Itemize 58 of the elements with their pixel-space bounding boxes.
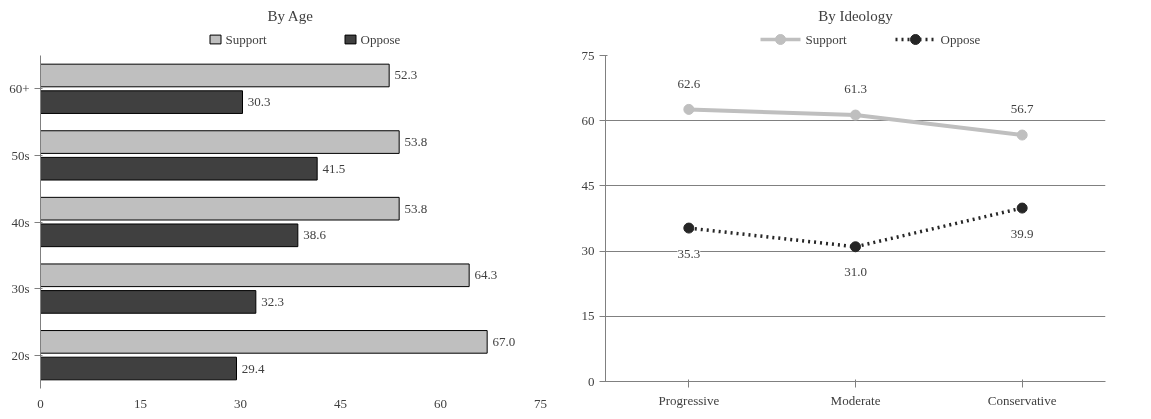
- x-tick-label: Progressive: [658, 392, 720, 408]
- data-label: 38.6: [303, 227, 327, 243]
- legend-label: Oppose: [940, 32, 981, 47]
- data-label: 67.0: [492, 333, 516, 349]
- bar: [40, 196, 400, 221]
- point: [1016, 129, 1028, 141]
- y-tick-label: 60: [581, 112, 595, 128]
- bar: [40, 263, 470, 288]
- legend-label: Support: [225, 32, 268, 47]
- data-label: 35.3: [677, 245, 701, 261]
- bar: [40, 90, 243, 114]
- legend-label: Support: [805, 32, 848, 47]
- y-tick-label: 50s: [11, 147, 30, 163]
- point: [683, 103, 695, 115]
- data-label: 32.3: [261, 293, 284, 309]
- y-tick-label: 30s: [11, 281, 30, 297]
- x-tick-label: 30: [234, 395, 247, 411]
- point: [1016, 202, 1028, 214]
- x-tick-label: Conservative: [987, 392, 1057, 408]
- y-tick-label: 0: [588, 373, 595, 389]
- x-tick-label: 45: [334, 395, 347, 411]
- data-label: 56.7: [1010, 101, 1035, 117]
- data-label: 53.8: [404, 200, 428, 216]
- y-tick-label: 60+: [9, 81, 30, 97]
- y-tick-label: 40s: [11, 214, 30, 230]
- bar: [40, 130, 400, 154]
- data-label: 39.9: [1010, 225, 1034, 241]
- data-label: 52.3: [394, 67, 418, 83]
- point: [850, 109, 861, 121]
- chart-title: By Ideology: [818, 7, 894, 24]
- point: [683, 222, 695, 234]
- x-tick-label: 0: [37, 395, 44, 411]
- bar: [40, 356, 237, 381]
- y-tick-label: 15: [581, 308, 595, 324]
- bar: [40, 63, 390, 88]
- bar: [40, 156, 318, 181]
- y-tick-label: 75: [581, 47, 595, 63]
- legend-label: Oppose: [360, 32, 401, 47]
- x-tick-label: Moderate: [830, 392, 881, 408]
- x-tick-label: 60: [434, 395, 447, 411]
- data-label: 29.4: [241, 360, 266, 376]
- data-label: 64.3: [474, 267, 498, 283]
- data-label: 61.3: [844, 81, 867, 97]
- chart-title: By Age: [267, 7, 314, 24]
- data-label: 31.0: [844, 264, 867, 280]
- bar: [40, 290, 257, 314]
- data-label: 53.8: [404, 134, 428, 150]
- data-label: 62.6: [677, 75, 701, 91]
- x-tick-label: 15: [134, 395, 147, 411]
- y-tick-label: 30: [581, 243, 595, 259]
- y-tick-label: 45: [581, 177, 595, 193]
- point: [850, 241, 861, 253]
- bar: [40, 330, 488, 354]
- bar: [40, 223, 299, 248]
- y-tick-label: 20s: [11, 347, 30, 363]
- data-label: 41.5: [322, 160, 346, 176]
- x-tick-label: 75: [534, 395, 547, 411]
- data-label: 30.3: [247, 94, 271, 110]
